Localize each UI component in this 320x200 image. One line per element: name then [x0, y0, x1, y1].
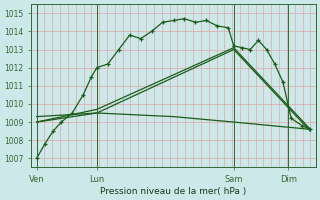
X-axis label: Pression niveau de la mer( hPa ): Pression niveau de la mer( hPa ): [100, 187, 247, 196]
